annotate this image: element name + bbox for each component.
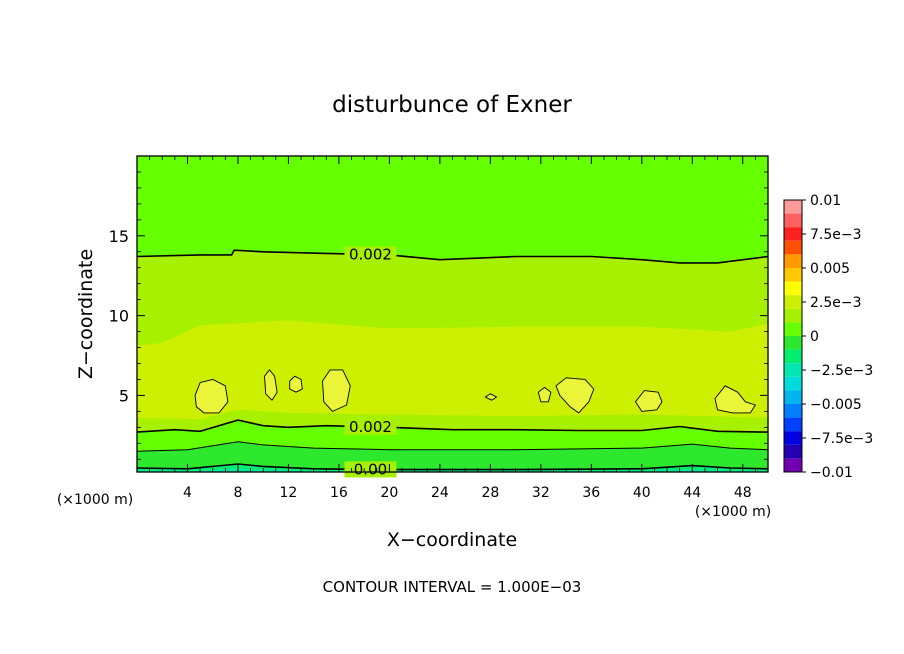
- colorbar-bin: [784, 322, 802, 336]
- closed-contour: [264, 369, 278, 401]
- colorbar-bin: [784, 213, 802, 228]
- closed-contour: [635, 390, 663, 412]
- contour-label: 0.002: [349, 418, 392, 436]
- x-tick-label: 20: [380, 485, 398, 501]
- colorbar-bin: [784, 336, 802, 350]
- y-axis-label: Z−coordinate: [75, 249, 97, 379]
- colorbar-tick-label: −0.01: [810, 465, 853, 481]
- contour-line: [136, 441, 769, 452]
- contour-label-mask: [344, 461, 397, 478]
- contour-labels: 0.00 0.002 0.002: [344, 245, 397, 478]
- colorbar-tick-label: 0.005: [810, 261, 850, 277]
- y-axis-ticks: 5 10 15: [109, 171, 768, 460]
- x-unit-right: (×1000 m): [695, 504, 771, 520]
- closed-contour: [484, 393, 498, 401]
- colorbar-bin: [784, 431, 802, 445]
- colorbar-tick-label: −0.005: [810, 397, 862, 413]
- x-tick-label: 36: [582, 485, 600, 501]
- colorbar-tick-label: 7.5e−3: [810, 227, 862, 243]
- chart-title: disturbunce of Exner: [332, 92, 572, 118]
- x-tick-label: 24: [431, 485, 449, 501]
- closed-contour: [289, 375, 303, 393]
- contour-line: [136, 249, 769, 264]
- colorbar-bin: [784, 390, 802, 404]
- closed-contour-regions: [194, 369, 756, 414]
- contour-label: 0.002: [349, 245, 392, 263]
- colorbar-tick-label: 2.5e−3: [810, 295, 862, 311]
- filled-bands: [137, 250, 768, 472]
- x-tick-label: 8: [233, 485, 242, 501]
- colorbar-bin: [784, 417, 802, 432]
- colorbar-tick-label: −7.5e−3: [810, 431, 873, 447]
- x-tick-label: 16: [330, 485, 348, 501]
- x-axis-ticks: 4 8 12 16 20 24 28 32 36 40 44 48: [149, 156, 756, 501]
- colorbar-bin: [784, 444, 802, 459]
- y-tick-label: 15: [109, 227, 129, 246]
- colorbar-tick-label: −2.5e−3: [810, 363, 873, 379]
- colorbar-tick-label: 0: [810, 329, 819, 345]
- closed-contour: [537, 386, 552, 403]
- colorbar-bin: [784, 376, 802, 391]
- colorbar-bin: [784, 404, 802, 418]
- colorbar-bin: [784, 254, 802, 268]
- contour-label-mask: [344, 418, 397, 435]
- colorbar-bin: [784, 227, 802, 241]
- colorbar-bins: [784, 200, 802, 472]
- band-fill: [137, 464, 768, 472]
- colorbar-bin: [784, 363, 802, 377]
- contour-label: 0.00: [354, 460, 387, 478]
- colorbar-bin: [784, 200, 802, 214]
- band-fill: [137, 441, 768, 472]
- closed-contour: [194, 378, 229, 414]
- contour-interval-note: CONTOUR INTERVAL = 1.000E−03: [323, 578, 582, 596]
- x-unit-left: (×1000 m): [57, 492, 133, 508]
- colorbar-bin: [784, 458, 802, 472]
- y-tick-label: 10: [109, 307, 129, 326]
- x-tick-label: 48: [734, 485, 752, 501]
- colorbar-bin: [784, 268, 802, 282]
- x-axis-label: X−coordinate: [387, 529, 517, 551]
- colorbar-bin: [784, 240, 802, 255]
- colorbar-bin: [784, 295, 802, 309]
- colorbar-tick-label: 0.01: [810, 193, 841, 209]
- x-tick-label: 32: [532, 485, 550, 501]
- colorbar-bin: [784, 308, 802, 323]
- colorbar: 0.01 7.5e−3 0.005 2.5e−3 0 −2.5e−3 −0.005 −7.5e…: [783, 193, 873, 481]
- closed-contour: [714, 385, 756, 414]
- closed-contour: [322, 369, 351, 412]
- contour-label-mask: [344, 246, 397, 263]
- x-tick-label: 44: [683, 485, 701, 501]
- x-tick-label: 40: [633, 485, 651, 501]
- colorbar-bin: [784, 349, 802, 364]
- x-tick-label: 4: [183, 485, 192, 501]
- band-fill-lowest: [137, 468, 768, 472]
- x-tick-label: 28: [481, 485, 499, 501]
- colorbar-labels: 0.01 7.5e−3 0.005 2.5e−3 0 −2.5e−3 −0.005 −7.5e…: [802, 193, 873, 481]
- y-tick-label: 5: [119, 386, 129, 405]
- closed-contour: [555, 377, 595, 414]
- x-tick-label: 12: [280, 485, 298, 501]
- colorbar-bin: [784, 281, 802, 296]
